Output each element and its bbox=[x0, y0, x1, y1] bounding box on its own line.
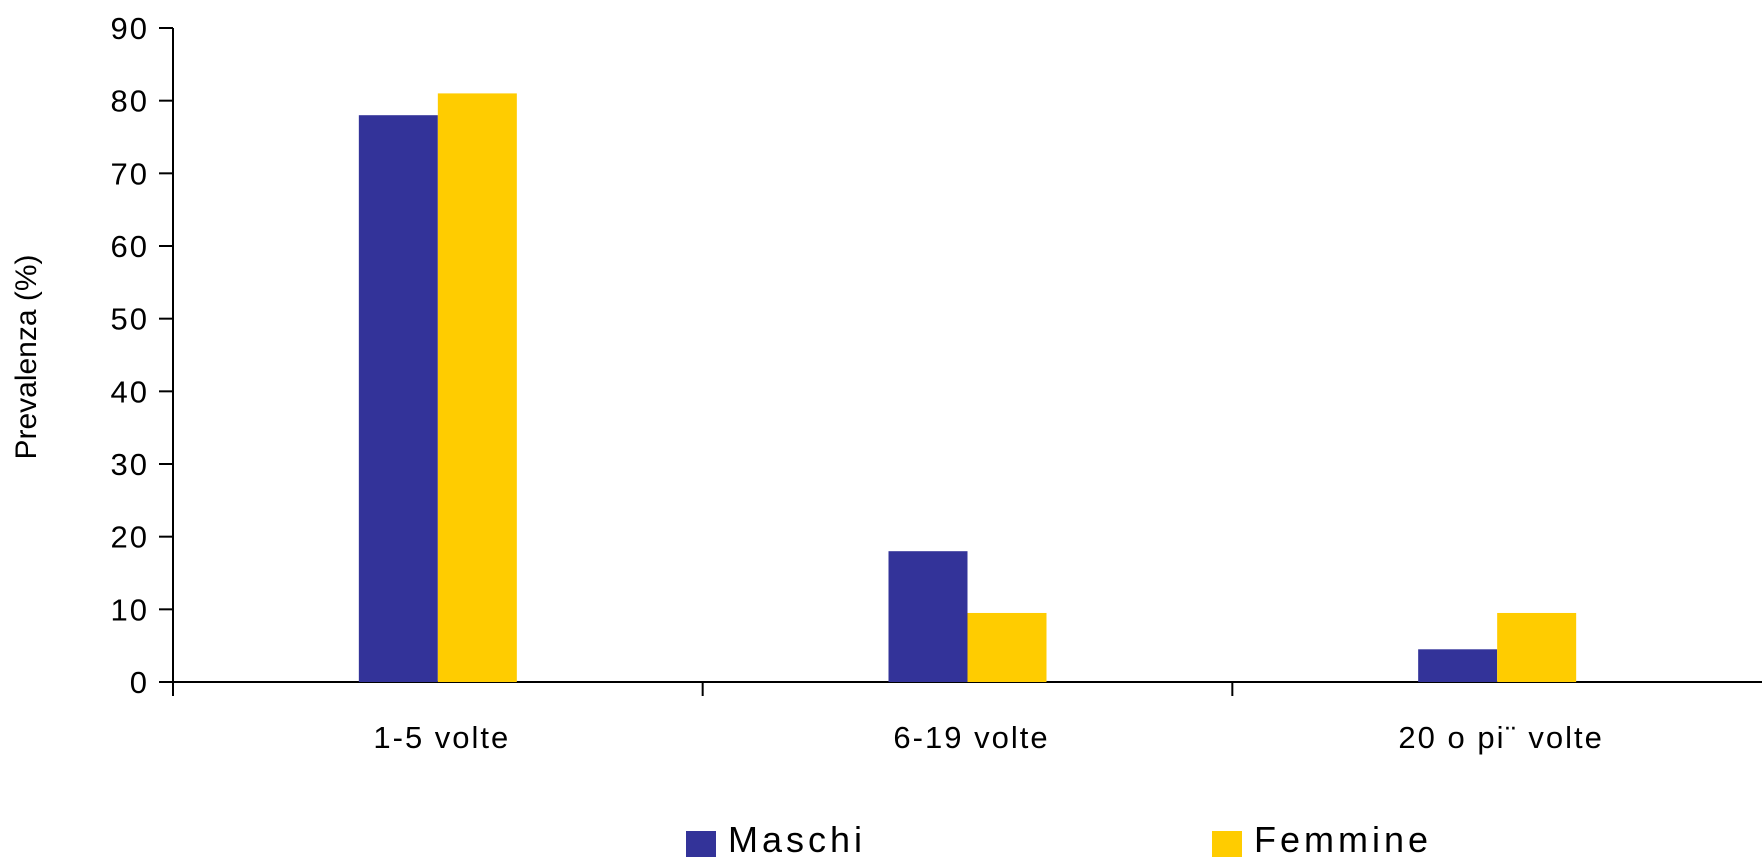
bar-maschi-1 bbox=[888, 551, 968, 682]
y-tick-label: 30 bbox=[111, 447, 149, 482]
bar-femmine-0 bbox=[437, 93, 517, 682]
y-tick-label: 70 bbox=[111, 156, 149, 191]
bar-femmine-2 bbox=[1497, 612, 1577, 682]
legend: Maschi Femmine bbox=[686, 819, 1432, 860]
y-tick-label: 50 bbox=[111, 302, 149, 337]
bar-femmine-1 bbox=[967, 612, 1047, 682]
legend-swatch-femmine bbox=[1212, 831, 1242, 857]
bar-maschi-0 bbox=[358, 115, 438, 682]
category-labels: 1-5 volte 6-19 volte 20 o pi¨ volte bbox=[373, 720, 1604, 755]
y-axis-title: Prevalenza (%) bbox=[10, 254, 43, 459]
x-category-label: 6-19 volte bbox=[893, 720, 1049, 755]
y-tick-label: 10 bbox=[111, 592, 149, 627]
y-axis-ticks: 0 10 20 30 40 50 60 70 80 90 bbox=[111, 11, 174, 700]
y-tick-label: 40 bbox=[111, 374, 149, 409]
x-category-label: 1-5 volte bbox=[373, 720, 510, 755]
y-tick-label: 0 bbox=[130, 665, 149, 700]
y-tick-label: 80 bbox=[111, 84, 149, 119]
x-category-label: 20 o pi¨ volte bbox=[1398, 720, 1604, 755]
bars bbox=[358, 93, 1577, 682]
x-axis bbox=[172, 681, 1762, 696]
legend-label-maschi: Maschi bbox=[728, 819, 866, 860]
legend-label-femmine: Femmine bbox=[1254, 819, 1432, 860]
bar-maschi-2 bbox=[1418, 649, 1498, 682]
y-tick-label: 20 bbox=[111, 520, 149, 555]
legend-swatch-maschi bbox=[686, 831, 716, 857]
y-tick-label: 90 bbox=[111, 11, 149, 46]
y-tick-label: 60 bbox=[111, 229, 149, 264]
